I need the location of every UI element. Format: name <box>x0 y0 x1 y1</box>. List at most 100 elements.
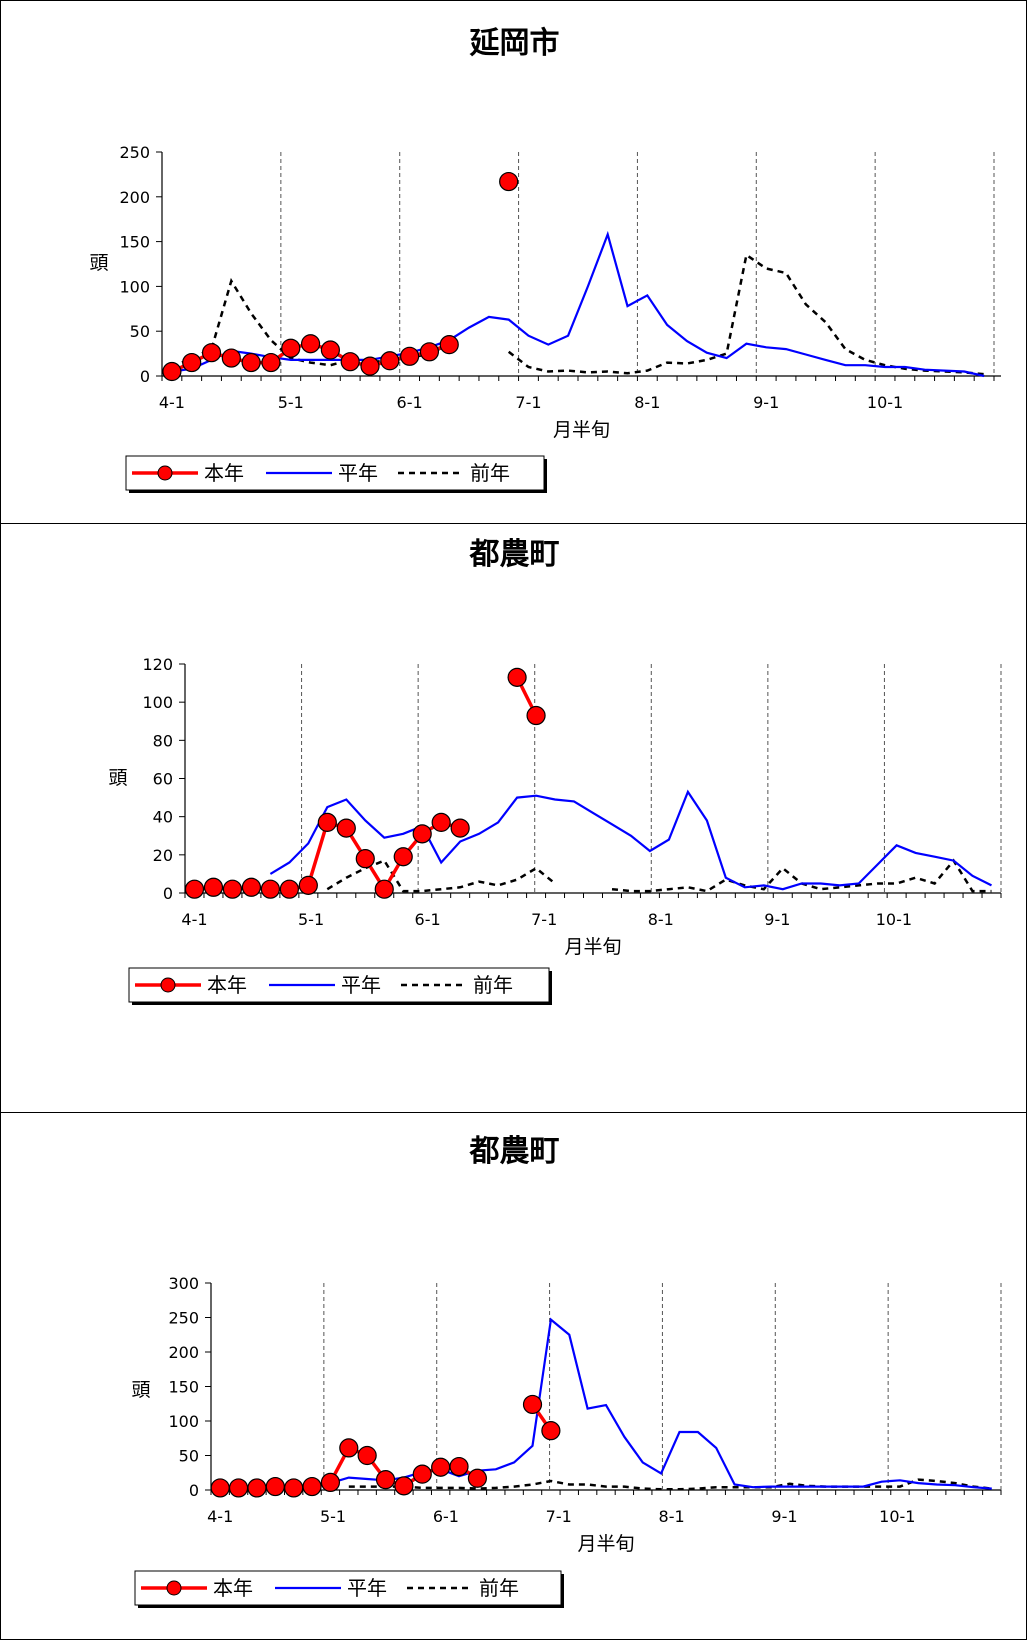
legend-label-this-year: 本年 <box>207 973 247 997</box>
x-tick-label: 6-1 <box>397 393 423 412</box>
data-point-this-year <box>221 348 241 368</box>
data-point-this-year <box>375 1470 396 1490</box>
chart-title: 都農町 <box>469 1134 560 1169</box>
legend-marker-this-year <box>157 465 173 481</box>
y-tick-label: 250 <box>168 1309 199 1328</box>
x-tick-label: 7-1 <box>531 910 557 929</box>
data-point-this-year <box>336 818 356 838</box>
data-point-this-year <box>320 340 340 360</box>
x-tick-label: 4-1 <box>159 393 185 412</box>
y-tick-label: 300 <box>168 1274 199 1293</box>
series-line-previous-year <box>326 859 556 893</box>
data-point-this-year <box>400 346 420 366</box>
data-point-this-year <box>228 1478 249 1498</box>
data-point-this-year <box>360 356 380 376</box>
data-point-this-year <box>302 1476 322 1497</box>
x-tick-label: 4-1 <box>181 910 207 929</box>
legend-label-average-year: 平年 <box>347 1576 387 1600</box>
x-tick-label: 7-1 <box>546 1507 572 1526</box>
data-point-this-year <box>522 1394 543 1415</box>
data-point-this-year <box>247 1478 267 1498</box>
y-tick-label: 250 <box>119 143 150 162</box>
series-line-average-year <box>171 230 985 378</box>
x-tick-label: 10-1 <box>879 1507 915 1526</box>
data-point-this-year <box>241 352 261 373</box>
data-point-this-year <box>357 1445 377 1466</box>
series-line-average-year <box>311 1317 992 1490</box>
y-tick-label: 120 <box>142 655 173 674</box>
y-tick-label: 50 <box>130 322 150 341</box>
legend-label-previous-year: 前年 <box>470 461 510 485</box>
x-tick-label: 6-1 <box>433 1507 459 1526</box>
y-tick-label: 150 <box>168 1378 199 1397</box>
data-point-this-year <box>222 879 243 899</box>
data-point-this-year <box>340 352 360 372</box>
data-point-this-year <box>281 338 301 358</box>
y-axis-label: 頭 <box>89 252 108 274</box>
data-point-this-year <box>265 1476 285 1497</box>
legend-label-this-year: 本年 <box>213 1576 253 1600</box>
legend-label-average-year: 平年 <box>341 973 381 997</box>
series-line-average-year <box>269 789 992 891</box>
legend-label-average-year: 平年 <box>338 461 378 485</box>
data-point-this-year <box>431 812 451 832</box>
data-point-this-year <box>526 705 546 726</box>
x-tick-label: 8-1 <box>648 910 674 929</box>
data-point-this-year <box>320 1472 341 1493</box>
chart-svg-2: 都農町 0 20 40 60 80 100 120 4-1 5-1 6-1 7-1 8-1 9-1 10-1… <box>108 537 1002 1005</box>
x-tick-label: 9-1 <box>771 1507 797 1526</box>
x-tick-label: 6-1 <box>415 910 441 929</box>
chart-title: 延岡市 <box>469 26 560 61</box>
y-tick-label: 0 <box>140 367 150 386</box>
y-axis-label: 頭 <box>108 767 127 789</box>
chart-svg-1: 延岡市 0 50 100 150 200 250 4-1 5-1 6-1 7-1 8-1 9-1 10-1… <box>89 26 1001 493</box>
data-point-this-year <box>541 1421 561 1441</box>
y-tick-label: 60 <box>153 770 173 789</box>
y-tick-label: 80 <box>153 731 173 750</box>
data-point-this-year <box>317 812 337 832</box>
data-point-this-year <box>419 342 440 362</box>
legend-marker-this-year <box>160 977 176 993</box>
y-tick-label: 20 <box>153 846 173 865</box>
data-point-this-year <box>298 875 318 895</box>
data-point-this-year <box>393 847 413 867</box>
x-tick-label: 10-1 <box>867 393 903 412</box>
y-axis-label: 頭 <box>131 1379 150 1401</box>
x-tick-label: 8-1 <box>634 393 660 412</box>
chart-panel-1: 延岡市 0 50 100 150 200 250 4-1 5-1 6-1 7-1 8-1 9-1 10-1… <box>0 0 1027 524</box>
data-point-this-year <box>182 352 202 373</box>
x-tick-label: 5-1 <box>278 393 304 412</box>
data-point-this-year <box>412 1464 432 1484</box>
legend-label-previous-year: 前年 <box>473 973 513 997</box>
y-tick-label: 50 <box>179 1447 199 1466</box>
series-line-previous-year <box>171 277 450 369</box>
data-point-this-year <box>431 1457 451 1477</box>
x-tick-label: 10-1 <box>876 910 912 929</box>
data-point-this-year <box>162 361 182 382</box>
data-point-this-year <box>380 351 400 371</box>
y-tick-label: 200 <box>119 188 150 207</box>
data-point-this-year <box>241 877 262 897</box>
data-point-this-year <box>284 1478 304 1498</box>
chart-panel-3: 都農町 0 50 100 150 200 250 300 4-1 5-1 6-1 7-1 8-1 9-1 1… <box>0 1112 1027 1640</box>
legend-marker-this-year <box>166 1580 182 1596</box>
data-point-this-year <box>184 879 205 899</box>
x-axis-label: 月半旬 <box>553 419 610 441</box>
chart-panel-2: 都農町 0 20 40 60 80 100 120 4-1 5-1 6-1 7-1 8-1 9-1 10-1… <box>0 523 1027 1113</box>
y-tick-label: 100 <box>142 693 173 712</box>
data-point-this-year <box>210 1478 230 1498</box>
data-point-this-year <box>374 879 394 899</box>
data-point-this-year <box>300 334 321 354</box>
chart-title: 都農町 <box>469 537 560 572</box>
data-point-this-year <box>339 1438 359 1458</box>
x-tick-label: 9-1 <box>753 393 779 412</box>
y-tick-label: 40 <box>153 808 173 827</box>
data-point-this-year <box>394 1476 414 1496</box>
y-tick-label: 0 <box>189 1481 199 1500</box>
data-point-this-year <box>467 1468 487 1488</box>
data-point-this-year <box>439 335 459 355</box>
x-tick-label: 5-1 <box>298 910 324 929</box>
x-tick-label: 8-1 <box>659 1507 685 1526</box>
x-tick-label: 5-1 <box>320 1507 346 1526</box>
y-tick-label: 100 <box>119 277 150 296</box>
